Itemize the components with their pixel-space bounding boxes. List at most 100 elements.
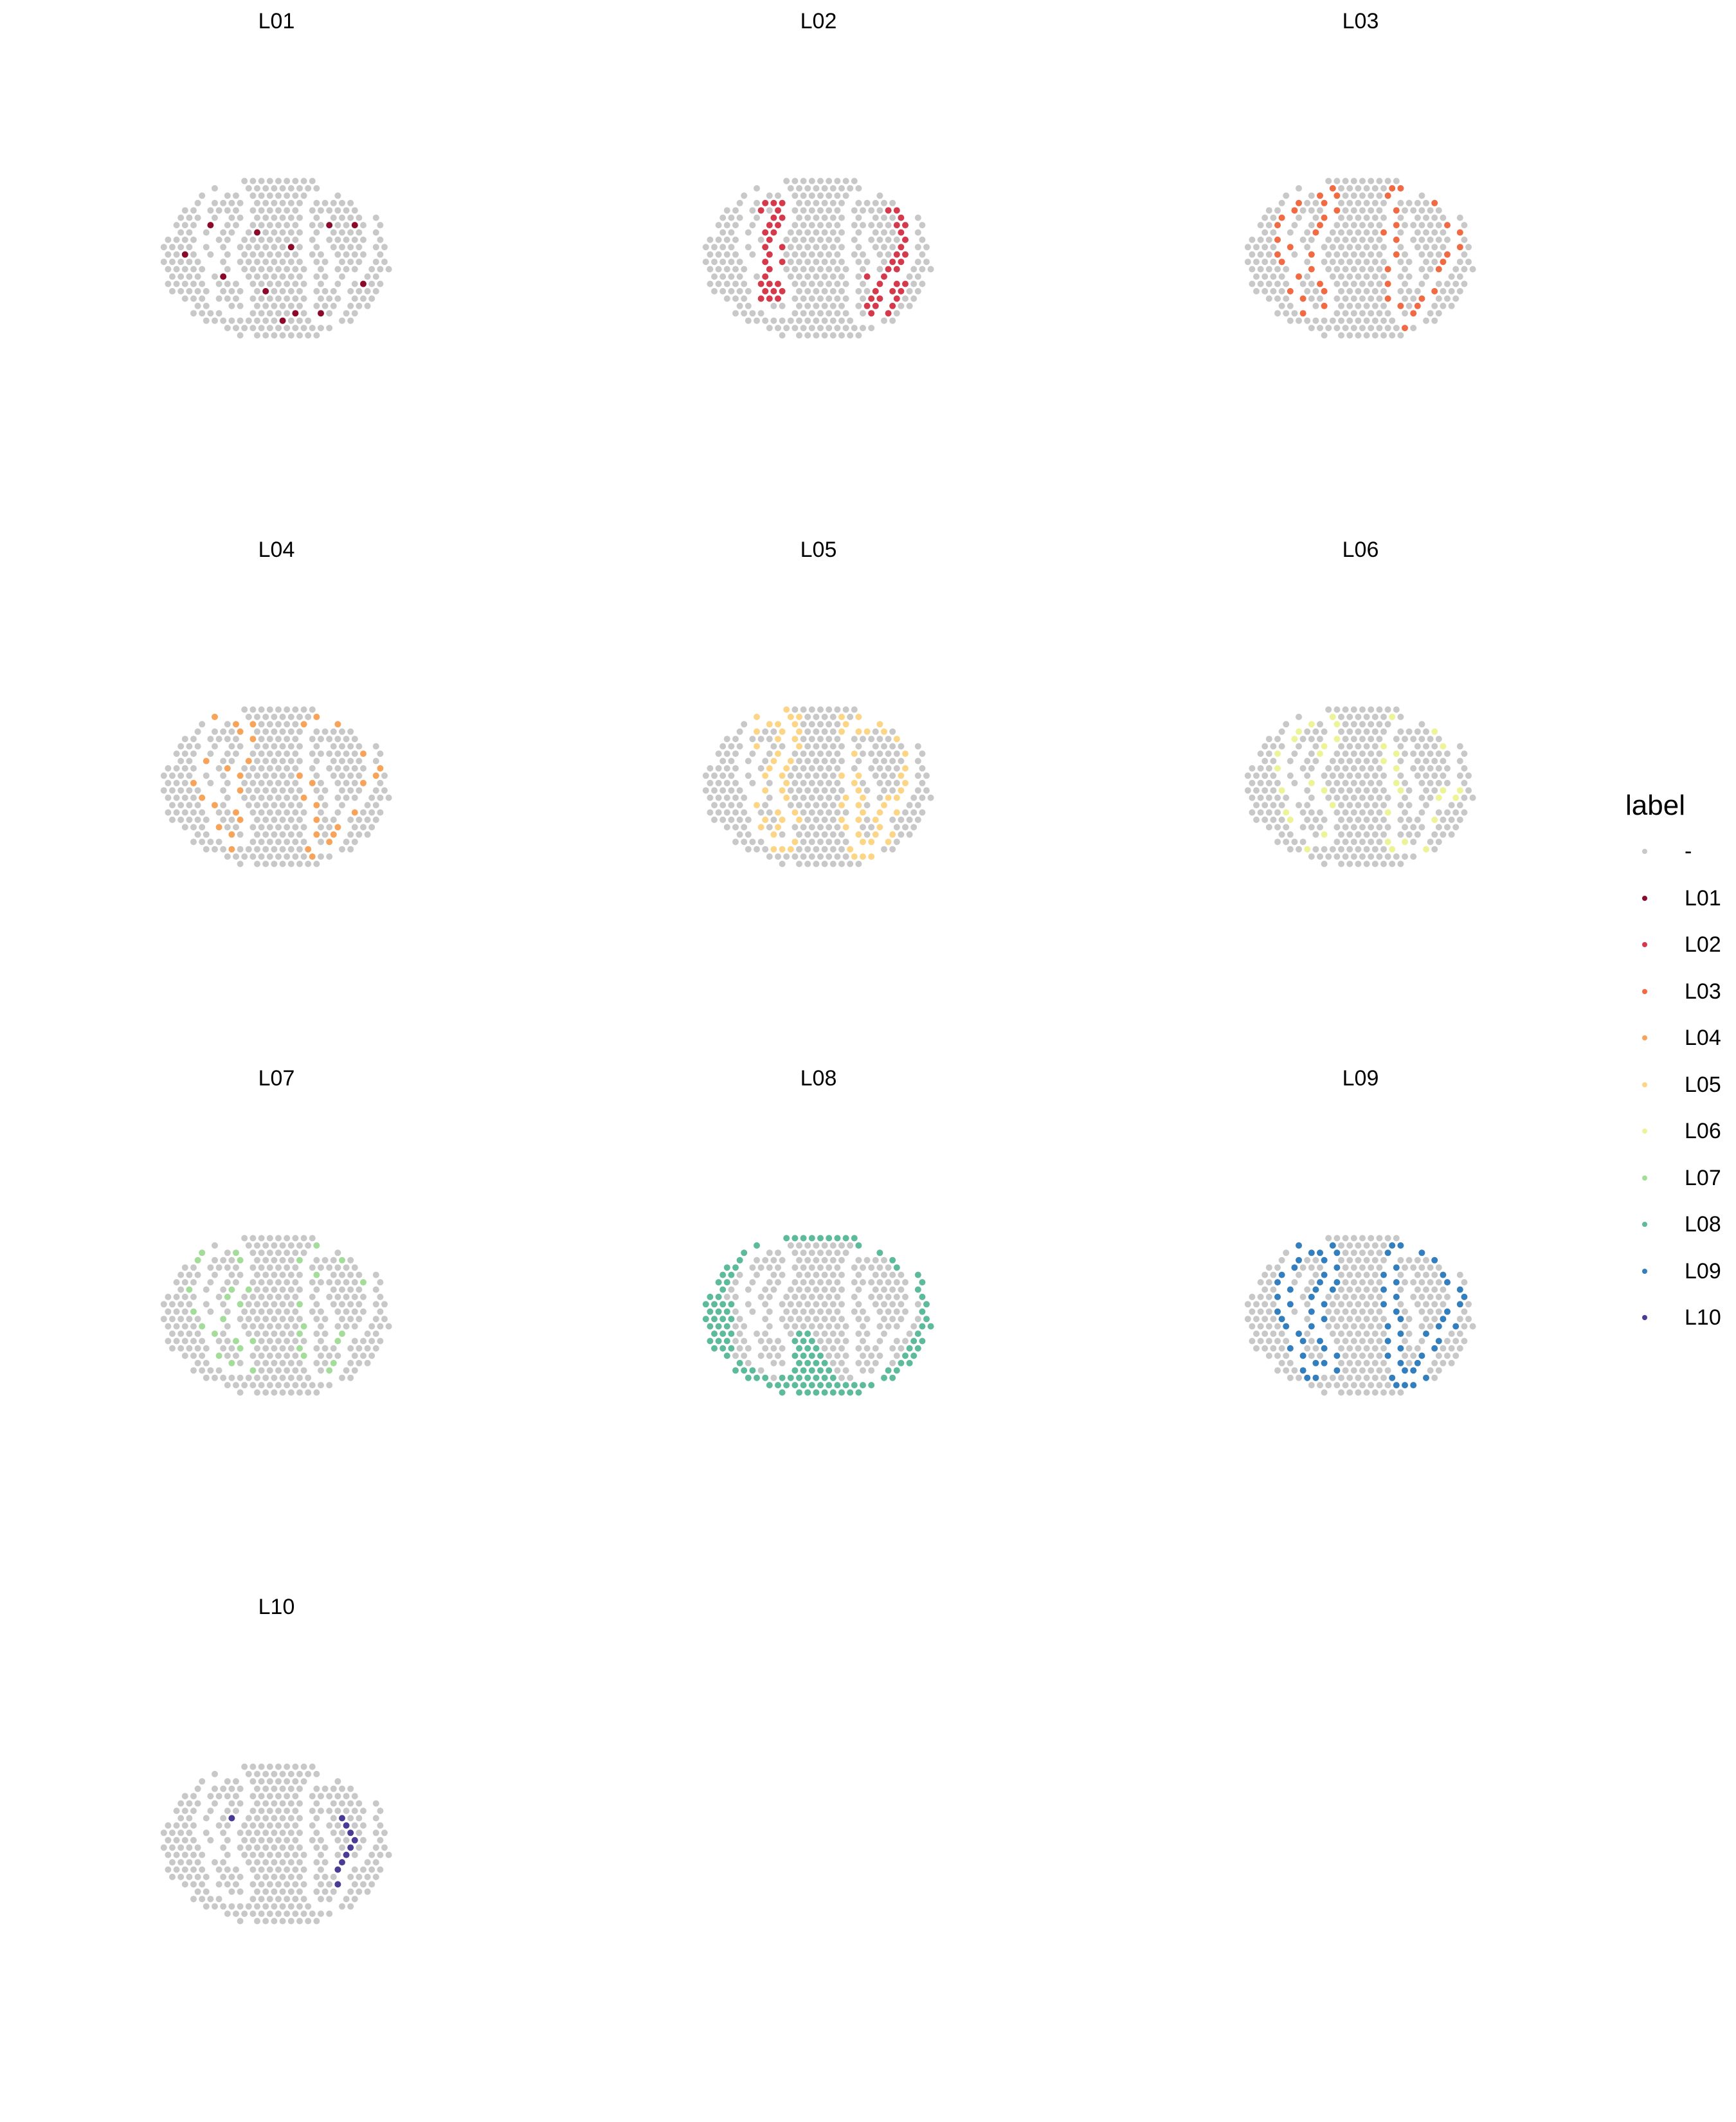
background-spot: [766, 1264, 773, 1271]
boundary-spot: [775, 1367, 781, 1374]
boundary-spot: [1291, 1293, 1298, 1300]
background-spot: [1402, 809, 1408, 816]
boundary-spot: [245, 287, 252, 295]
background-spot: [1338, 302, 1344, 309]
background-spot: [1423, 273, 1429, 280]
highlight-spot: [351, 809, 358, 816]
background-spot: [292, 295, 299, 302]
boundary-spot: [1253, 757, 1260, 765]
boundary-spot: [203, 802, 210, 809]
background-spot: [1308, 325, 1315, 332]
boundary-spot: [368, 222, 375, 229]
boundary-spot: [215, 266, 222, 273]
background-spot: [228, 229, 235, 236]
background-spot: [351, 1264, 358, 1271]
background-spot: [181, 1352, 188, 1359]
background-spot: [266, 1308, 273, 1315]
boundary-spot: [1406, 229, 1413, 236]
background-spot: [262, 1316, 269, 1323]
background-spot: [203, 1873, 210, 1880]
highlight-spot: [872, 302, 879, 309]
background-spot: [292, 1793, 299, 1800]
background-spot: [241, 765, 248, 772]
boundary-spot: [309, 1249, 316, 1256]
background-spot: [181, 1293, 188, 1300]
background-spot: [1371, 728, 1379, 735]
boundary-spot: [241, 721, 248, 728]
background-spot: [902, 809, 909, 816]
highlight-spot: [868, 295, 875, 302]
background-spot: [249, 1866, 257, 1873]
highlight-spot: [838, 816, 845, 823]
background-spot: [287, 229, 294, 236]
background-spot: [1397, 273, 1404, 280]
background-spot: [284, 1896, 291, 1903]
highlight-spot: [876, 295, 883, 302]
highlight-spot: [1393, 1382, 1400, 1389]
background-spot: [318, 325, 324, 332]
background-spot: [1283, 1367, 1290, 1374]
background-spot: [881, 229, 887, 236]
background-spot: [1261, 287, 1269, 295]
background-spot: [296, 1374, 303, 1381]
background-spot: [318, 251, 324, 258]
background-spot: [749, 736, 756, 743]
background-spot: [898, 831, 905, 838]
background-spot: [181, 809, 188, 816]
highlight-spot: [775, 824, 781, 831]
boundary-spot: [212, 1844, 218, 1851]
background-spot: [1435, 824, 1442, 831]
background-spot: [1376, 809, 1383, 816]
boundary-spot: [1389, 1256, 1396, 1264]
boundary-spot: [1278, 229, 1285, 236]
boundary-spot: [305, 1815, 312, 1822]
background-spot: [796, 185, 802, 192]
background-spot: [224, 295, 231, 302]
background-spot: [1308, 853, 1315, 860]
background-spot: [817, 779, 824, 786]
background-spot: [249, 1793, 257, 1800]
background-spot: [766, 1338, 773, 1345]
background-spot: [1338, 772, 1344, 779]
boundary-spot: [1308, 839, 1315, 846]
background-spot: [326, 1293, 333, 1300]
highlight-spot: [309, 853, 316, 860]
boundary-spot: [1397, 1374, 1404, 1381]
background-spot: [287, 787, 294, 794]
boundary-spot: [910, 750, 918, 757]
background-spot: [1402, 207, 1408, 214]
background-spot: [1376, 1249, 1383, 1256]
background-spot: [728, 743, 735, 750]
background-spot: [1431, 258, 1438, 266]
boundary-spot: [326, 1338, 333, 1345]
background-spot: [842, 325, 849, 332]
background-spot: [1312, 1256, 1319, 1264]
background-spot: [732, 236, 739, 243]
background-spot: [1308, 824, 1315, 831]
highlight-spot: [1384, 280, 1391, 287]
background-spot: [860, 1264, 866, 1271]
background-spot: [1283, 280, 1290, 287]
background-spot: [893, 779, 900, 786]
background-spot: [719, 816, 727, 823]
boundary-spot: [868, 251, 875, 258]
background-spot: [1265, 280, 1272, 287]
boundary-spot: [1329, 831, 1336, 838]
highlight-spot: [881, 273, 887, 280]
boundary-spot: [212, 258, 218, 266]
background-spot: [343, 236, 350, 243]
boundary-spot: [1427, 809, 1434, 816]
background-spot: [821, 287, 828, 295]
background-spot: [910, 266, 918, 273]
background-spot: [271, 743, 278, 750]
background-spot: [194, 287, 201, 295]
highlight-spot: [783, 1235, 790, 1242]
boundary-spot: [1465, 757, 1472, 765]
background-spot: [215, 207, 222, 214]
boundary-spot: [1414, 317, 1421, 324]
highlight-spot: [757, 207, 764, 214]
background-spot: [829, 258, 836, 266]
background-spot: [292, 1323, 299, 1330]
background-spot: [889, 229, 896, 236]
boundary-spot: [762, 1242, 769, 1249]
